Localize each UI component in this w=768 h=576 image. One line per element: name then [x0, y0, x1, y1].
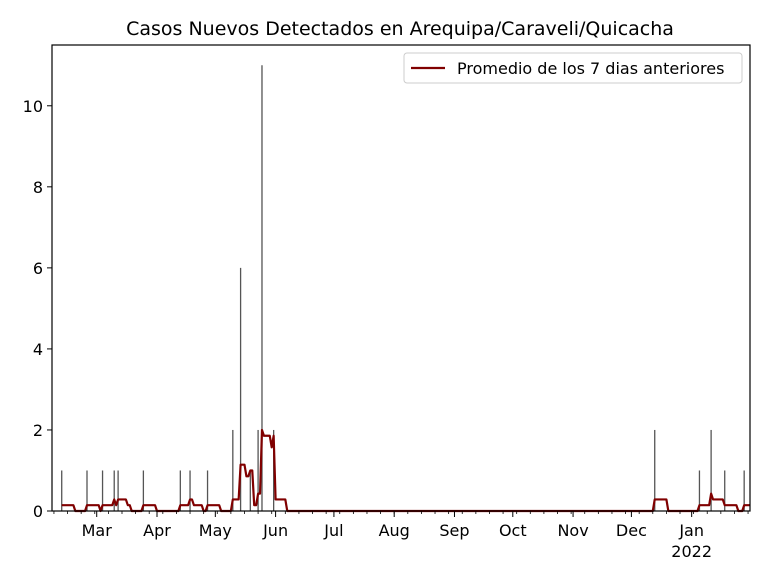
x-tick-label: Jun	[262, 521, 288, 540]
y-tick-label: 10	[23, 97, 43, 116]
x-tick-label: Sep	[439, 521, 469, 540]
x-tick-label: Dec	[616, 521, 647, 540]
legend-box	[403, 52, 743, 84]
daily-case-bars	[61, 65, 745, 511]
x-tick-label: May	[199, 521, 232, 540]
chart-title: Casos Nuevos Detectados en Arequipa/Cara…	[126, 18, 674, 40]
y-tick-label: 4	[33, 340, 43, 359]
legend-label: Promedio de los 7 dias anteriores	[457, 59, 724, 78]
y-axis: 0 2 4 6 8 10	[23, 97, 52, 521]
x-tick-label: Aug	[379, 521, 410, 540]
x-axis: Mar Apr May Jun Jul Aug Sep Oct Nov Dec Jan 2022	[53, 511, 749, 561]
plot-frame	[51, 44, 751, 512]
x-tick-label: Nov	[557, 521, 588, 540]
y-tick-label: 2	[33, 421, 43, 440]
seven-day-average-line	[61, 428, 750, 513]
x-tick-label: Apr	[143, 521, 171, 540]
y-tick-label: 8	[33, 178, 43, 197]
legend: Promedio de los 7 dias anteriores	[403, 52, 743, 84]
x-tick-label: Oct	[499, 521, 527, 540]
x-tick-label: Mar	[82, 521, 113, 540]
y-tick-label: 6	[33, 259, 43, 278]
x-tick-label: Jan	[678, 521, 704, 540]
x-tick-label: Jul	[323, 521, 343, 540]
y-tick-label: 0	[33, 502, 43, 521]
x-tick-sublabel: 2022	[671, 542, 712, 561]
